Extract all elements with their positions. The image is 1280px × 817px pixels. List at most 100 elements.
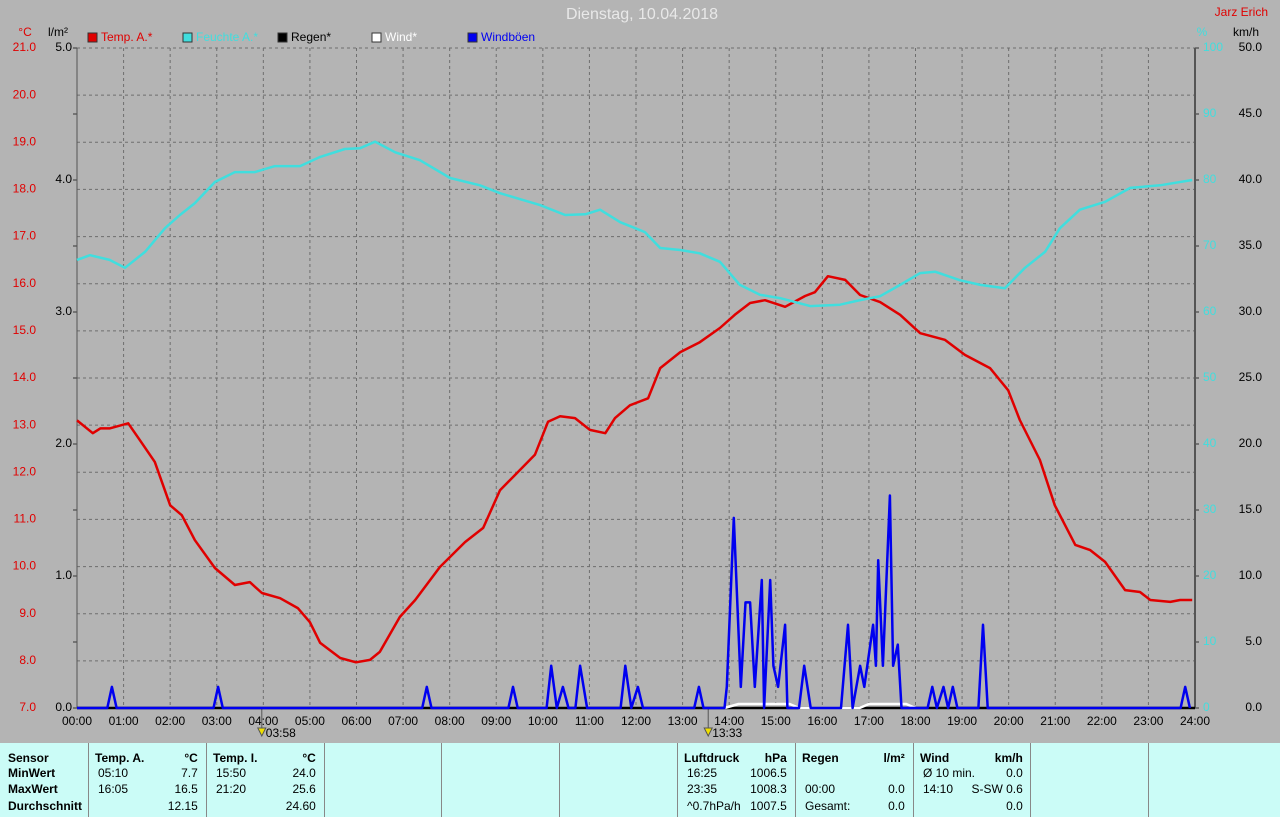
y-tick-label: 7.0 <box>19 700 36 714</box>
legend-swatch <box>467 32 478 43</box>
cell-time: 23:35 <box>687 782 718 796</box>
separator <box>913 743 914 817</box>
cell-value: 7.7 <box>181 766 198 780</box>
y-tick-label: 20 <box>1203 568 1217 582</box>
x-tick-label: 11:00 <box>575 714 604 728</box>
cell-time: 14:10 <box>923 782 954 796</box>
y-tick-label: 50 <box>1203 370 1217 384</box>
block-unit: km/h <box>994 751 1023 765</box>
legend-swatch <box>182 32 193 43</box>
separator <box>1148 743 1149 817</box>
x-tick-label: 21:00 <box>1040 714 1070 728</box>
cell-value: 12.15 <box>167 799 198 813</box>
y-tick-label: 11.0 <box>14 512 37 526</box>
x-tick-label: 08:00 <box>435 714 465 728</box>
x-tick-label: 09:00 <box>481 714 511 728</box>
legend-label: Windböen <box>481 30 535 44</box>
annotation-label: 13:33 <box>712 726 742 740</box>
row-label: MaxWert <box>8 782 58 796</box>
y-tick-label: 25.0 <box>1239 370 1263 384</box>
separator <box>88 743 89 817</box>
y-tick-label: 40 <box>1203 436 1217 450</box>
cell-value: 0.0 <box>1006 766 1023 780</box>
x-tick-label: 14:00 <box>714 714 744 728</box>
y-tick-label: 0.0 <box>55 700 72 714</box>
y-tick-label: 30 <box>1203 502 1217 516</box>
row-label: Sensor <box>8 751 49 765</box>
y-tick-label: 5.0 <box>55 40 72 54</box>
block-unit: °C <box>302 751 316 765</box>
x-tick-label: 04:00 <box>248 714 278 728</box>
cell-value: 1008.3 <box>750 782 787 796</box>
stats-table: Sensor MinWert MaxWert Durchschnitt Temp. A.… <box>0 743 1280 817</box>
y-tick-label: 19.0 <box>13 134 37 148</box>
cell-time: 15:50 <box>216 766 247 780</box>
legend-swatch <box>277 32 288 43</box>
y-tick-label: 16.0 <box>13 276 37 290</box>
x-tick-label: 07:00 <box>388 714 418 728</box>
block-unit: hPa <box>764 751 787 765</box>
cell-time: 21:20 <box>216 782 247 796</box>
series-line <box>76 274 1193 664</box>
y-tick-label: 13.0 <box>13 417 37 431</box>
cell-value: 1006.5 <box>750 766 787 780</box>
x-tick-label: 12:00 <box>621 714 651 728</box>
x-tick-label: 23:00 <box>1133 714 1163 728</box>
separator <box>324 743 325 817</box>
x-tick-label: 01:00 <box>109 714 139 728</box>
x-tick-label: 02:00 <box>155 714 185 728</box>
x-tick-label: 20:00 <box>994 714 1024 728</box>
y-tick-label: 90 <box>1203 106 1217 120</box>
chart-title: Dienstag, 10.04.2018 <box>566 6 718 23</box>
y-tick-label: 5.0 <box>1245 634 1262 648</box>
annotation-icon <box>703 727 714 738</box>
separator <box>677 743 678 817</box>
cell-value: 24.0 <box>292 766 316 780</box>
author: Jarz Erich <box>1215 5 1268 19</box>
cell-value: S-SW 0.6 <box>971 782 1023 796</box>
cell-time: 16:05 <box>98 782 129 796</box>
y-tick-label: 17.0 <box>13 229 37 243</box>
series-line <box>77 494 1192 710</box>
legend-label: Wind* <box>385 30 417 44</box>
cell-time: Ø 10 min. <box>923 766 976 780</box>
legend-label: Regen* <box>291 30 331 44</box>
block-title: Wind <box>920 751 950 765</box>
y-tick-label: 20.0 <box>13 87 37 101</box>
x-tick-label: 24:00 <box>1180 714 1210 728</box>
series-line <box>76 140 1193 308</box>
cell-time: Gesamt: <box>805 799 851 813</box>
y-tick-label: 3.0 <box>55 304 72 318</box>
y-tick-label: 15.0 <box>13 323 37 337</box>
legend-swatch <box>371 32 382 43</box>
y-tick-label: 21.0 <box>13 40 37 54</box>
y-tick-label: 8.0 <box>19 653 36 667</box>
x-tick-label: 16:00 <box>807 714 837 728</box>
y-tick-label: 15.0 <box>1239 502 1263 516</box>
x-tick-label: 19:00 <box>947 714 977 728</box>
cell-value: 16.5 <box>174 782 198 796</box>
x-tick-label: 13:00 <box>668 714 698 728</box>
cell-time: 16:25 <box>687 766 718 780</box>
background <box>0 0 1280 743</box>
cell-value: 0.0 <box>888 782 905 796</box>
separator <box>1030 743 1031 817</box>
y-tick-label: 0.0 <box>1245 700 1262 714</box>
y-tick-label: 20.0 <box>1239 436 1263 450</box>
cell-value: 0.0 <box>1006 799 1023 813</box>
legend-label: Feuchte A.* <box>196 30 258 44</box>
rain-unit: l/m² <box>48 25 68 39</box>
y-tick-label: 1.0 <box>55 568 72 582</box>
y-tick-label: 2.0 <box>55 436 72 450</box>
y-tick-label: 4.0 <box>55 172 72 186</box>
cell-time: 05:10 <box>98 766 129 780</box>
y-tick-label: 10 <box>1203 634 1217 648</box>
cell-value: 24.60 <box>285 799 316 813</box>
x-tick-label: 17:00 <box>854 714 884 728</box>
separator <box>559 743 560 817</box>
x-tick-label: 18:00 <box>900 714 930 728</box>
y-tick-label: 0 <box>1203 700 1210 714</box>
block-title: Luftdruck <box>684 751 740 765</box>
y-tick-label: 50.0 <box>1239 40 1263 54</box>
